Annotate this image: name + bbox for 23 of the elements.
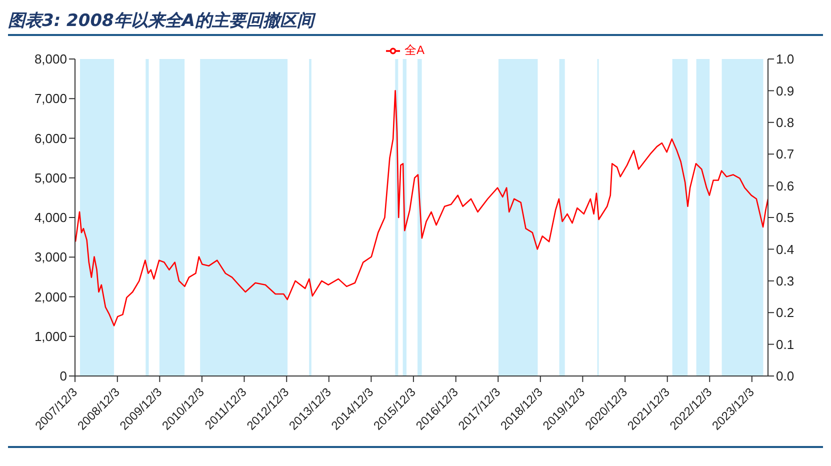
y-tick-label: 1,000 xyxy=(34,328,67,344)
y-tick-label: 5,000 xyxy=(34,170,67,186)
legend-label: 全A xyxy=(404,43,424,57)
y2-tick-label: 0.3 xyxy=(776,274,794,289)
y2-tick-label: 0.7 xyxy=(776,146,794,162)
y-tick-label: 7,000 xyxy=(34,91,67,106)
y-tick-label: 0 xyxy=(60,368,67,384)
y2-tick-label: 0.0 xyxy=(776,368,794,384)
line-series xyxy=(75,90,768,326)
y2-tick-label: 0.1 xyxy=(776,336,794,352)
y-tick-label: 6,000 xyxy=(34,130,67,146)
y2-tick-label: 0.9 xyxy=(776,83,794,98)
y-tick-label: 8,000 xyxy=(34,52,67,67)
y2-tick-label: 0.4 xyxy=(776,242,794,257)
y-tick-label: 3,000 xyxy=(34,250,67,265)
y2-tick-label: 1.0 xyxy=(776,52,794,67)
y2-tick-label: 0.8 xyxy=(776,115,794,130)
y-tick-label: 2,000 xyxy=(34,289,67,304)
y2-tick-label: 0.5 xyxy=(776,210,794,226)
y-tick-label: 4,000 xyxy=(34,210,67,226)
chart-title: 图表3: 2008年以来全A的主要回撤区间 xyxy=(8,8,823,36)
y2-tick-label: 0.2 xyxy=(776,305,794,320)
y2-tick-label: 0.6 xyxy=(776,178,794,194)
